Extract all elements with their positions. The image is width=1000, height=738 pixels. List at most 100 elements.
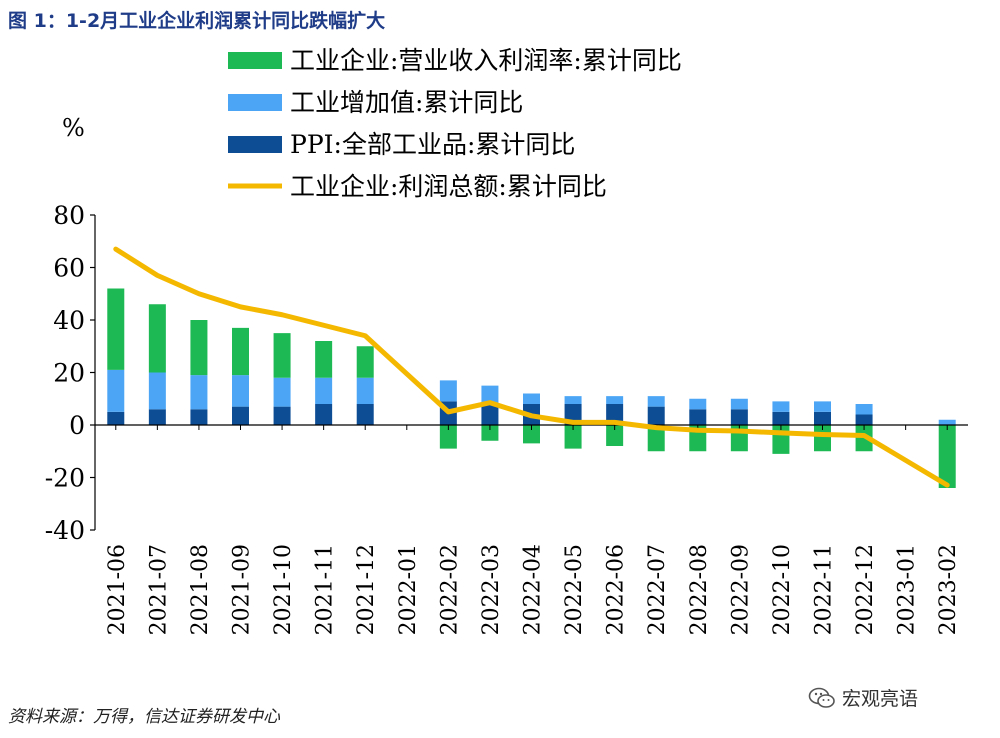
bar-segment — [606, 425, 624, 446]
profit-line-point — [197, 292, 201, 296]
bar-segment — [772, 401, 790, 412]
bar-segment — [938, 419, 956, 425]
bar-segment — [273, 406, 291, 425]
bar-segment — [481, 385, 499, 404]
y-tick-label: 20 — [53, 359, 85, 388]
bar-segment — [232, 327, 249, 376]
profit-line-layer — [113, 246, 950, 488]
x-tick-label: 2021-07 — [146, 544, 171, 635]
legend-label: 工业增加值:累计同比 — [290, 88, 523, 117]
x-tick-label: 2022-04 — [521, 544, 546, 635]
bar-segment — [814, 425, 831, 452]
x-tick-label: 2022-07 — [645, 544, 670, 635]
bars — [107, 288, 956, 488]
profit-line-point — [654, 426, 658, 430]
bar-segment — [356, 404, 374, 425]
profit-line-point — [446, 410, 450, 414]
legend-label: 工业企业:利润总额:累计同比 — [290, 172, 607, 201]
profit-line-point — [488, 401, 492, 405]
profit-line-point — [613, 420, 617, 424]
x-tick-label: 2021-08 — [188, 544, 213, 635]
bar-segment — [148, 409, 166, 425]
x-tick-label: 2021-12 — [354, 544, 379, 635]
x-tick-label: 2021-09 — [230, 544, 255, 635]
bar-segment — [814, 401, 831, 412]
x-tick-label: 2022-10 — [770, 544, 795, 635]
bar-segment — [356, 346, 374, 378]
profit-line-point — [571, 420, 575, 424]
profit-line-point — [737, 429, 741, 433]
bar-segment — [232, 375, 249, 407]
bar-segment — [564, 425, 582, 449]
x-tick-label: 2022-05 — [562, 544, 587, 635]
bar-segment — [439, 425, 457, 449]
source-note: 资料来源：万得，信达证券研发中心 — [8, 707, 280, 727]
profit-line-point — [696, 428, 700, 432]
y-tick-label: 80 — [53, 201, 85, 230]
bar-segment — [107, 369, 125, 412]
profit-line-point — [239, 305, 242, 309]
bar-segment — [273, 333, 291, 378]
profit-line-point — [779, 431, 783, 435]
bar-segment — [273, 377, 291, 407]
bar-segment — [938, 425, 956, 488]
y-tick-label: -40 — [45, 516, 85, 545]
bar-segment — [315, 341, 333, 378]
bar-segment — [315, 377, 333, 404]
bar-segment — [190, 409, 208, 425]
legend-label: PPI:全部工业品:累计同比 — [290, 130, 575, 159]
bar-segment — [523, 393, 540, 404]
x-tick-label: 2021-06 — [105, 544, 130, 635]
profit-line-point — [945, 483, 949, 487]
legend-swatch — [228, 94, 282, 111]
profit-line-point — [114, 247, 118, 251]
bar-segment — [730, 398, 748, 410]
profit-line-point — [280, 313, 284, 317]
y-tick-label: -20 — [45, 464, 85, 493]
profit-line-point — [155, 273, 159, 277]
x-tick-label: 2022-02 — [437, 544, 462, 635]
bar-segment — [232, 406, 249, 425]
legend-swatch — [228, 52, 282, 69]
bar-segment — [315, 404, 333, 425]
bar-segment — [190, 375, 208, 410]
x-tick-label: 2021-11 — [313, 544, 338, 635]
x-tick-label: 2023-02 — [936, 544, 961, 635]
y-tick-label: 0 — [69, 411, 85, 440]
bar-segment — [190, 320, 208, 376]
profit-line-point — [821, 432, 824, 436]
bar-segment — [107, 288, 125, 370]
bar-segment — [148, 304, 166, 373]
bar-segment — [356, 377, 374, 404]
x-tick-label: 2023-01 — [895, 544, 920, 635]
x-tick-label: 2022-08 — [687, 544, 712, 635]
axes: 80 60 40 20 0 -20 -40 2021-06 2021-07 2021-08 2021… — [45, 201, 968, 635]
x-tick-label: 2022-12 — [853, 544, 878, 635]
bar-segment — [772, 411, 790, 425]
legend-swatch — [228, 136, 282, 153]
profit-line-point — [530, 414, 533, 418]
x-tick-label: 2021-10 — [271, 544, 296, 635]
bar-segment — [148, 372, 166, 410]
watermark: 宏观亮语 — [808, 684, 918, 711]
bar-segment — [647, 406, 665, 425]
bar-segment — [107, 411, 125, 425]
bar-segment — [481, 425, 499, 441]
bar-segment — [647, 425, 665, 452]
y-tick-label: 40 — [53, 306, 85, 335]
y-tick-label: 60 — [53, 254, 85, 283]
wechat-icon — [808, 687, 835, 708]
bar-segment — [481, 404, 499, 425]
x-tick-label: 2022-01 — [396, 544, 421, 635]
bar-segment — [689, 409, 707, 425]
bar-segment — [730, 409, 748, 425]
figure-title: 图 1：1-2月工业企业利润累计同比跌幅扩大 — [8, 10, 386, 32]
x-tick-label: 2022-11 — [812, 544, 837, 635]
bar-segment — [439, 380, 457, 402]
watermark-text: 宏观亮语 — [842, 688, 919, 710]
bar-segment — [647, 396, 665, 407]
x-tick-label: 2022-03 — [479, 544, 504, 635]
profit-line-point — [862, 434, 866, 437]
